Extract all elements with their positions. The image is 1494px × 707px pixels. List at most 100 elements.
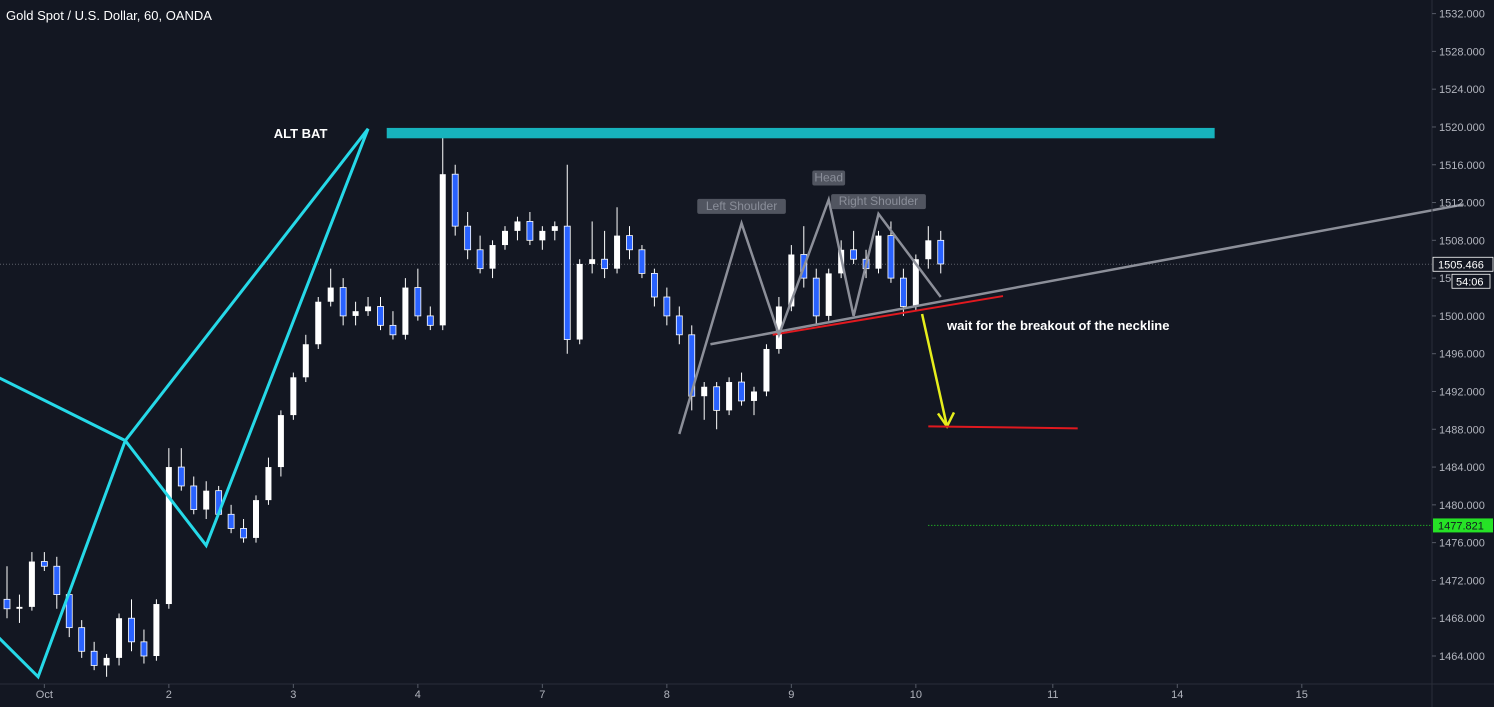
candle-body [738,381,745,402]
candle-body [339,287,347,317]
x-tick-label: Oct [36,689,53,701]
right-shoulder-label: Right Shoulder [839,194,918,208]
chart-title: Gold Spot / U.S. Dollar, 60, OANDA [6,8,212,23]
x-tick-label: 4 [415,689,421,701]
y-tick-label: 1464.000 [1439,651,1485,663]
x-tick-label: 10 [910,689,922,701]
candle-body [775,306,782,349]
candle-body [53,565,61,595]
current-price-tag [1432,256,1494,272]
candle-body [925,240,932,260]
candle-body [40,561,48,567]
candle-body [887,235,895,279]
y-tick-label: 1516.000 [1439,160,1485,172]
candle-body [663,296,671,317]
alt-bat-label: ALT BAT [274,126,328,141]
candle-body [140,641,148,657]
candle-body [253,500,259,538]
right-shoulder-label-box [831,194,926,210]
head-shoulders-line [678,195,942,435]
candle-body [203,490,210,510]
x-tick-label: 14 [1171,689,1183,701]
candle-body [638,249,646,274]
candle-body [489,245,496,269]
target-price-tag [1433,518,1493,533]
y-tick-label: 1508.000 [1439,235,1485,247]
candle-body [788,254,795,307]
x-tick-label: 11 [1047,689,1058,701]
x-tick-label: 9 [788,689,794,701]
candle-body [701,386,708,397]
candle-body [327,287,334,302]
y-tick-label: 1472.000 [1439,575,1485,587]
candle-body [402,287,409,335]
y-tick-label: 1532.000 [1439,9,1485,21]
candle-body [165,467,172,605]
y-tick-label: 1492.000 [1439,386,1485,398]
candle-body [265,467,272,501]
candle-body [464,225,472,251]
candle-body [240,528,247,539]
y-tick-label: 1484.000 [1439,462,1485,474]
y-tick-label: 1476.000 [1439,538,1485,550]
candle-body [551,226,558,231]
candle-body [103,657,110,666]
candle-body [352,311,359,316]
x-tick-label: 8 [664,689,670,701]
candle-body [28,561,35,607]
red-neckline [772,295,1004,336]
y-tick-label: 1488.000 [1439,424,1485,436]
candle-body [675,315,683,336]
bat-pattern-line [0,127,370,680]
candle-body [153,604,160,656]
candle-body [190,485,198,510]
candle-body [365,306,372,312]
candle-body [850,249,857,260]
candle-body [937,239,945,265]
candle-body [589,259,596,264]
candle-body [912,259,919,307]
candle-body [439,174,446,326]
candle-body [875,235,882,269]
candle-body [514,221,521,231]
left-shoulder-label-box [697,198,786,214]
candle-body [825,273,832,316]
head-label-box [812,170,846,186]
x-tick-label: 2 [166,689,172,701]
y-tick-label: 1480.000 [1439,500,1485,512]
y-tick-label: 1512.000 [1439,198,1485,210]
candle-body [526,221,534,241]
drawing-labels: ALT BAT Left Shoulder Head Right Shoulder wa… [274,126,1170,333]
candle-body [476,249,484,270]
current-price-value: 1505.466 [1438,259,1484,271]
candle-body [601,258,608,270]
target-price-value: 1477.821 [1438,520,1484,532]
candle-body [290,377,297,416]
y-tick-label: 1520.000 [1439,122,1485,134]
countdown-tag [1451,273,1491,289]
candle-body [302,344,309,378]
candle-body [651,272,658,298]
y-tick-label: 1524.000 [1439,84,1485,96]
candle-body [576,263,583,340]
candle-body [763,348,770,392]
candle-body [426,315,434,326]
breakout-note: wait for the breakout of the neckline [946,318,1169,333]
y-tick-label: 1500.000 [1439,311,1485,323]
neckline-trendline [710,203,1464,346]
candle-body [726,382,733,411]
head-label: Head [814,171,843,185]
x-tick-label: 7 [539,689,545,701]
x-tick-label: 15 [1296,689,1308,701]
candle-body [128,617,135,643]
candle-body [16,606,23,609]
countdown-value: 54:06 [1456,276,1484,288]
candle-body [539,230,546,241]
y-tick-label: 1468.000 [1439,613,1485,625]
drawing-layer[interactable] [0,127,1464,680]
candle-body [812,277,820,317]
candle-body [626,235,633,251]
